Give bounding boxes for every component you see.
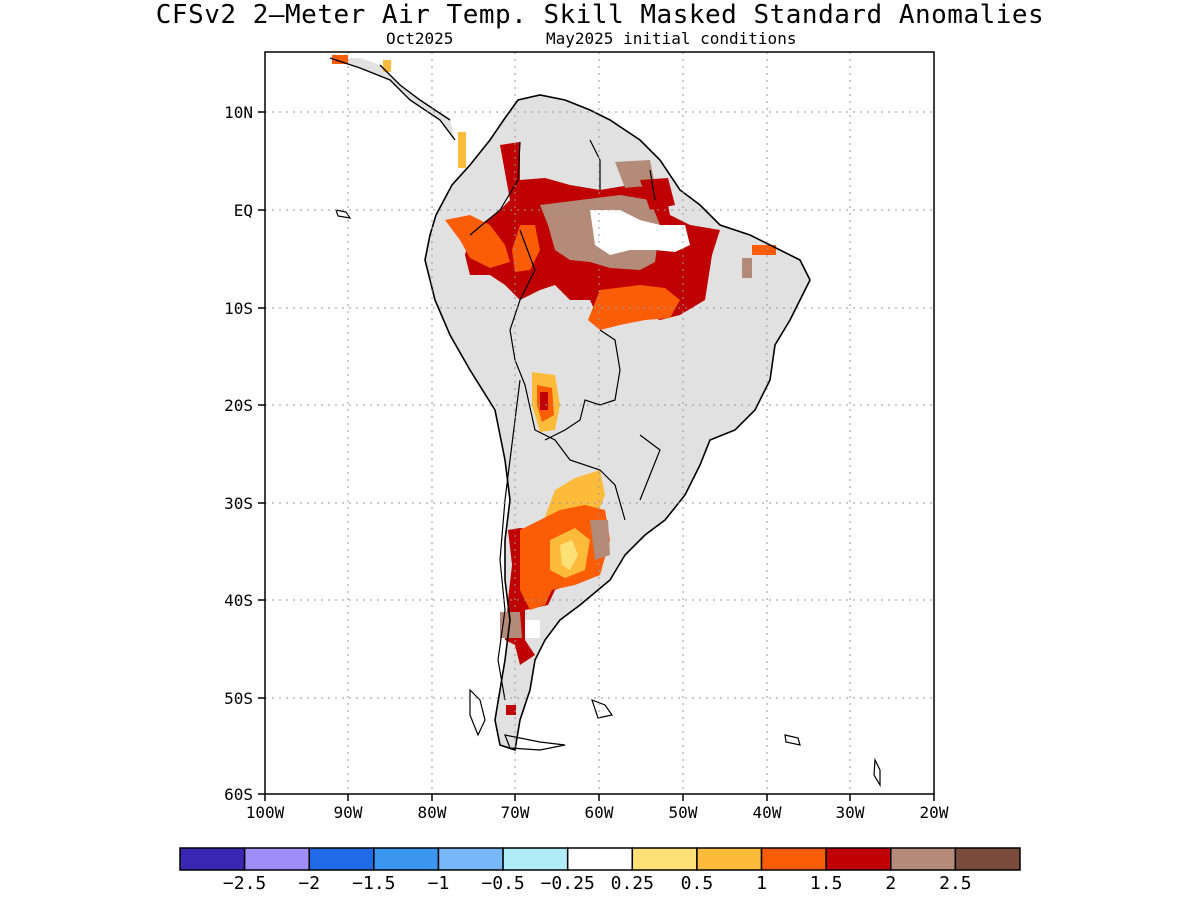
central-america-coastline	[329, 57, 456, 141]
anomaly-patches	[332, 55, 776, 715]
map-title: CFSv2 2—Meter Air Temp. Skill Masked Sta…	[155, 0, 1045, 30]
lat-tick-labels: 10N EQ 10S 20S 30S 40S 50S 60S	[224, 103, 253, 804]
lon-tick-label: 40W	[753, 803, 782, 822]
lon-tick-labels: 100W 90W 80W 70W 60W 50W 40W 30W 20W	[246, 803, 949, 822]
colorbar: −2.5 −2 −1.5 −1 −0.5 −0.25 0.25 0.5 1 1.5 2 2.5	[179, 847, 1021, 894]
lon-tick-label: 90W	[334, 803, 363, 822]
lat-tick-label: 20S	[224, 396, 253, 415]
lat-tick-label: EQ	[234, 201, 253, 220]
colorbar-swatch	[890, 847, 957, 871]
colorbar-swatch	[308, 847, 375, 871]
colorbar-swatch	[825, 847, 892, 871]
colorbar-swatch	[243, 847, 310, 871]
map-subtitle-month: Oct2025	[386, 29, 454, 48]
colorbar-label: −0.25	[541, 873, 595, 894]
tick-marks	[258, 111, 935, 801]
lon-tick-label: 70W	[501, 803, 530, 822]
colorbar-swatch	[696, 847, 763, 871]
colorbar-label: −1	[428, 873, 450, 894]
lat-tick-label: 60S	[224, 785, 253, 804]
colorbar-label: 1	[756, 873, 767, 894]
lon-tick-label: 30W	[836, 803, 865, 822]
lon-tick-label: 20W	[920, 803, 949, 822]
colorbar-label: −2.5	[223, 873, 266, 894]
colorbar-label: 2	[885, 873, 896, 894]
map-subtitle-ic: May2025 initial conditions	[546, 29, 797, 48]
colorbar-swatch	[437, 847, 504, 871]
colorbar-swatch	[502, 847, 569, 871]
lat-tick-label: 30S	[224, 494, 253, 513]
colorbar-label: 0.5	[681, 873, 714, 894]
lat-tick-label: 40S	[224, 591, 253, 610]
colorbar-swatch	[631, 847, 698, 871]
colorbar-swatch	[373, 847, 440, 871]
lon-tick-label: 50W	[669, 803, 698, 822]
colorbar-label: 1.5	[810, 873, 843, 894]
south-america-coastline	[424, 94, 811, 752]
lon-tick-label: 80W	[418, 803, 447, 822]
country-borders	[469, 139, 661, 701]
lat-tick-label: 50S	[224, 689, 253, 708]
colorbar-label: 2.5	[939, 873, 972, 894]
lon-tick-label: 100W	[246, 803, 285, 822]
islands	[335, 209, 881, 788]
colorbar-label: −2	[298, 873, 320, 894]
lat-tick-label: 10N	[224, 103, 253, 122]
lon-tick-label: 60W	[585, 803, 614, 822]
colorbar-swatch	[954, 847, 1021, 871]
colorbar-swatch	[179, 847, 246, 871]
colorbar-swatch	[760, 847, 827, 871]
colorbar-swatch	[566, 847, 634, 871]
map-gridlines	[265, 52, 934, 794]
colorbar-label: −1.5	[352, 873, 395, 894]
colorbar-label: −0.5	[481, 873, 524, 894]
lat-tick-label: 10S	[224, 299, 253, 318]
colorbar-label: 0.25	[611, 873, 654, 894]
